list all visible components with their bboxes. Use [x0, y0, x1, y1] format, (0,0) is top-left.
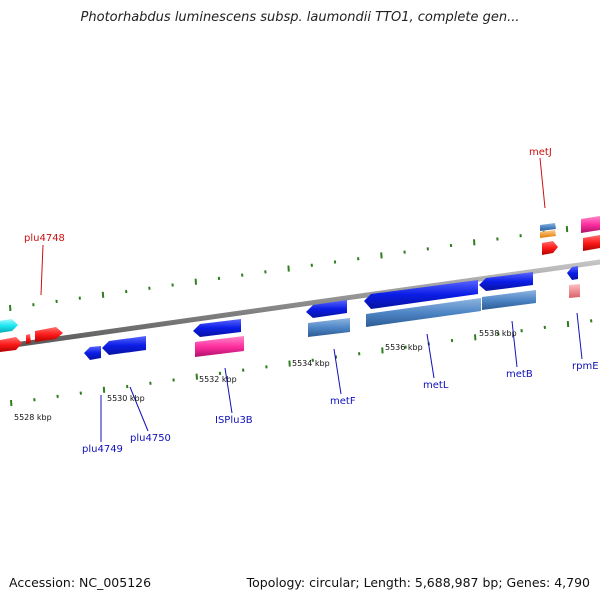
label-leader-lines	[40, 157, 583, 442]
feature-metF-steel[interactable]	[308, 318, 350, 337]
gene-label-plu4750[interactable]: plu4750	[130, 433, 171, 444]
feature-plu4748[interactable]	[35, 327, 63, 342]
feature-red-right[interactable]	[583, 235, 600, 251]
feature-plu4750[interactable]	[102, 336, 146, 355]
kbp-label-5532: 5532 kbp	[199, 375, 237, 384]
feature-metB-steel[interactable]	[482, 290, 536, 310]
kbp-label-5528: 5528 kbp	[14, 413, 52, 422]
feature-metF[interactable]	[306, 300, 347, 318]
feature-metL[interactable]	[364, 280, 478, 309]
kbp-label-5538: 5538 kbp	[479, 329, 517, 338]
kbp-label-5536: 5536 kbp	[385, 343, 423, 352]
gene-label-plu4749[interactable]: plu4749	[82, 444, 123, 455]
gene-label-metB[interactable]: metB	[506, 369, 533, 380]
gene-label-metF[interactable]: metF	[330, 396, 356, 407]
coordinate-labels: 5528 kbp 5530 kbp 5532 kbp 5534 kbp 5536…	[14, 329, 517, 422]
genome-summary: Topology: circular; Length: 5,688,987 bp…	[246, 575, 590, 590]
leader-plu4750	[129, 386, 149, 432]
feature-plu4749[interactable]	[84, 346, 101, 360]
leader-ISPlu3B	[224, 367, 233, 414]
leader-metL	[426, 333, 435, 379]
gene-label-ISPlu3B[interactable]: ISPlu3B	[215, 415, 253, 426]
genome-backbone	[0, 259, 600, 350]
feature-metJ-steel[interactable]	[540, 223, 556, 231]
gene-label-plu4748[interactable]: plu4748	[24, 233, 65, 244]
feature-red-small[interactable]	[26, 334, 31, 344]
feature-metJ-orange[interactable]	[540, 230, 556, 238]
leader-plu4748	[40, 244, 44, 296]
kbp-label-5530: 5530 kbp	[107, 394, 145, 403]
tick-track-upper	[9, 224, 592, 312]
feature-cyan-left[interactable]	[0, 319, 18, 333]
leader-metF	[333, 348, 342, 395]
leader-metJ	[539, 157, 546, 209]
feature-metJ[interactable]	[542, 241, 558, 255]
gene-label-metL[interactable]: metL	[423, 380, 449, 391]
gene-label-rpmE[interactable]: rpmE	[572, 361, 599, 372]
feature-track	[0, 216, 600, 360]
accession-label: Accession: NC_005126	[9, 575, 152, 590]
feature-metB[interactable]	[479, 272, 533, 291]
gene-label-metJ[interactable]: metJ	[529, 147, 552, 158]
leader-rpmE	[576, 312, 583, 360]
feature-ISPlu3B-cds[interactable]	[193, 319, 241, 337]
gene-labels: metJ plu4748 plu4749 plu4750 ISPlu3B met…	[24, 147, 599, 455]
kbp-label-5534: 5534 kbp	[292, 359, 330, 368]
feature-rpmE[interactable]	[567, 266, 578, 280]
feature-ISPlu3B[interactable]	[195, 336, 244, 357]
leader-metB	[511, 320, 518, 368]
feature-rpmE-pink[interactable]	[569, 284, 580, 298]
feature-magenta-right[interactable]	[581, 216, 600, 233]
feature-metL-steel[interactable]	[366, 298, 481, 327]
feature-red-left[interactable]	[0, 337, 22, 352]
genome-title: Photorhabdus luminescens subsp. laumondi…	[80, 10, 520, 25]
